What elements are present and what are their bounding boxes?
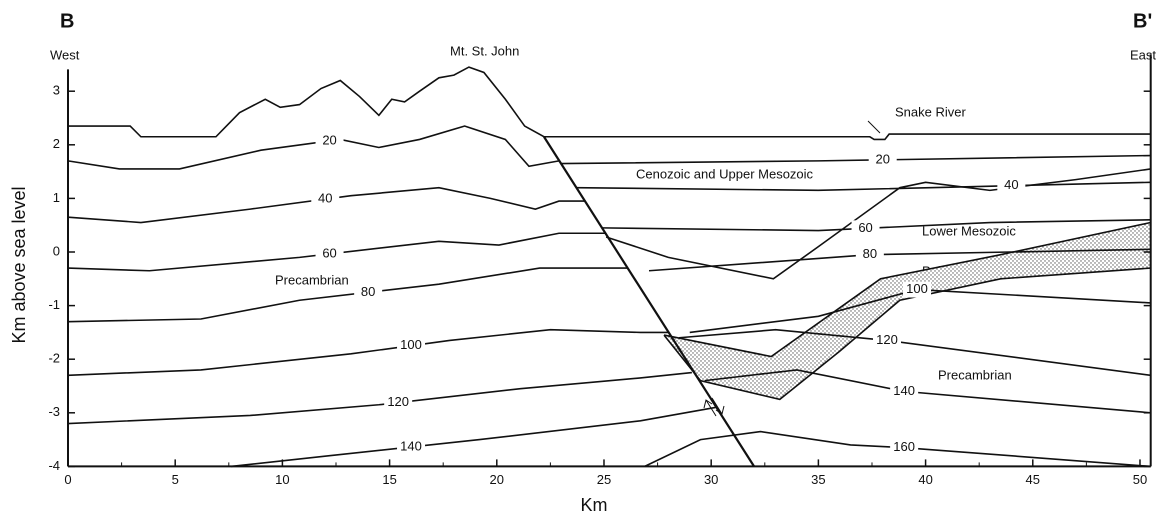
x-tick-label: 5 <box>172 472 179 487</box>
profile-line <box>689 288 1151 334</box>
x-tick-label: 35 <box>811 472 825 487</box>
profile-line <box>561 154 1151 165</box>
profile-line <box>67 125 560 170</box>
profile-line <box>67 232 607 272</box>
profile-line <box>601 219 1151 232</box>
y-tick-label: -4 <box>48 458 60 473</box>
line-label: 120 <box>876 332 898 347</box>
band-fill <box>664 222 1151 400</box>
profile-line <box>663 221 1151 358</box>
corner-label: B <box>60 10 74 32</box>
line-label: 20 <box>875 151 889 166</box>
annotation: Snake River <box>895 104 966 119</box>
line-label: 140 <box>400 438 422 453</box>
label-bg <box>890 383 919 400</box>
profile-line <box>230 406 716 468</box>
line-label: 100 <box>400 337 422 352</box>
line-label: 100 <box>906 281 928 296</box>
line-label: 20 <box>322 132 336 147</box>
line-label: 40 <box>318 191 332 206</box>
profile-line <box>678 328 1151 377</box>
y-axis-title: Km above sea level <box>9 186 29 343</box>
x-tick-label: 25 <box>597 472 611 487</box>
annotation: Precambrian <box>275 272 349 287</box>
profile-line <box>576 181 1151 192</box>
profile-line <box>605 168 1151 280</box>
label-bg <box>354 284 383 301</box>
label-bg <box>851 220 880 237</box>
x-tick-label: 30 <box>704 472 718 487</box>
side-label: West <box>50 47 80 62</box>
label-bg <box>872 332 901 349</box>
x-tick-label: 15 <box>382 472 396 487</box>
leader-line <box>867 120 881 134</box>
annotation: Cenozoic and Upper Mesozoic <box>636 166 814 181</box>
label-bg <box>384 394 413 411</box>
x-tick-label: 50 <box>1133 472 1147 487</box>
side-label: East <box>1130 47 1156 62</box>
y-tick-label: -1 <box>48 297 60 312</box>
x-tick-label: 20 <box>490 472 504 487</box>
label-bg <box>315 132 344 149</box>
x-tick-label: 40 <box>918 472 932 487</box>
label-bg <box>397 438 426 455</box>
y-tick-label: 2 <box>53 136 60 151</box>
label-bg <box>311 191 340 208</box>
profile-line <box>67 371 692 425</box>
profile-line <box>67 328 669 377</box>
corner-label: B' <box>1133 10 1152 32</box>
y-tick-label: -3 <box>48 404 60 419</box>
label-bg <box>868 151 897 168</box>
label-bg <box>997 177 1026 194</box>
annotation: Lower Mesozoic <box>922 223 1016 238</box>
line-label: 120 <box>387 394 409 409</box>
x-tick-label: 45 <box>1026 472 1040 487</box>
label-bg <box>397 337 426 354</box>
line-label: 40 <box>1004 177 1018 192</box>
x-axis-title: Km <box>581 495 608 515</box>
profile-line <box>67 186 585 224</box>
line-label: 140 <box>893 383 915 398</box>
y-tick-label: -2 <box>48 351 60 366</box>
label-bg <box>903 281 932 298</box>
label-bg <box>315 245 344 262</box>
y-tick-label: 1 <box>53 190 60 205</box>
label-bg <box>890 439 919 456</box>
line-label: 80 <box>361 284 375 299</box>
profile-line <box>663 267 1151 401</box>
x-tick-label: 10 <box>275 472 289 487</box>
line-label: 60 <box>322 245 336 260</box>
annotation: Mt. St. John <box>450 43 519 58</box>
y-tick-label: 3 <box>53 83 60 98</box>
y-tick-label: 0 <box>53 243 60 258</box>
line-label: 60 <box>858 220 872 235</box>
line-label: 160 <box>893 439 915 454</box>
annotation: Precambrian <box>938 367 1012 382</box>
label-bg <box>855 246 884 263</box>
profile-line <box>68 66 1151 141</box>
fault-line <box>543 136 755 467</box>
x-tick-label: 0 <box>64 472 71 487</box>
line-label: 80 <box>863 246 877 261</box>
profile-line <box>644 430 1151 468</box>
profile-line <box>704 369 1151 414</box>
